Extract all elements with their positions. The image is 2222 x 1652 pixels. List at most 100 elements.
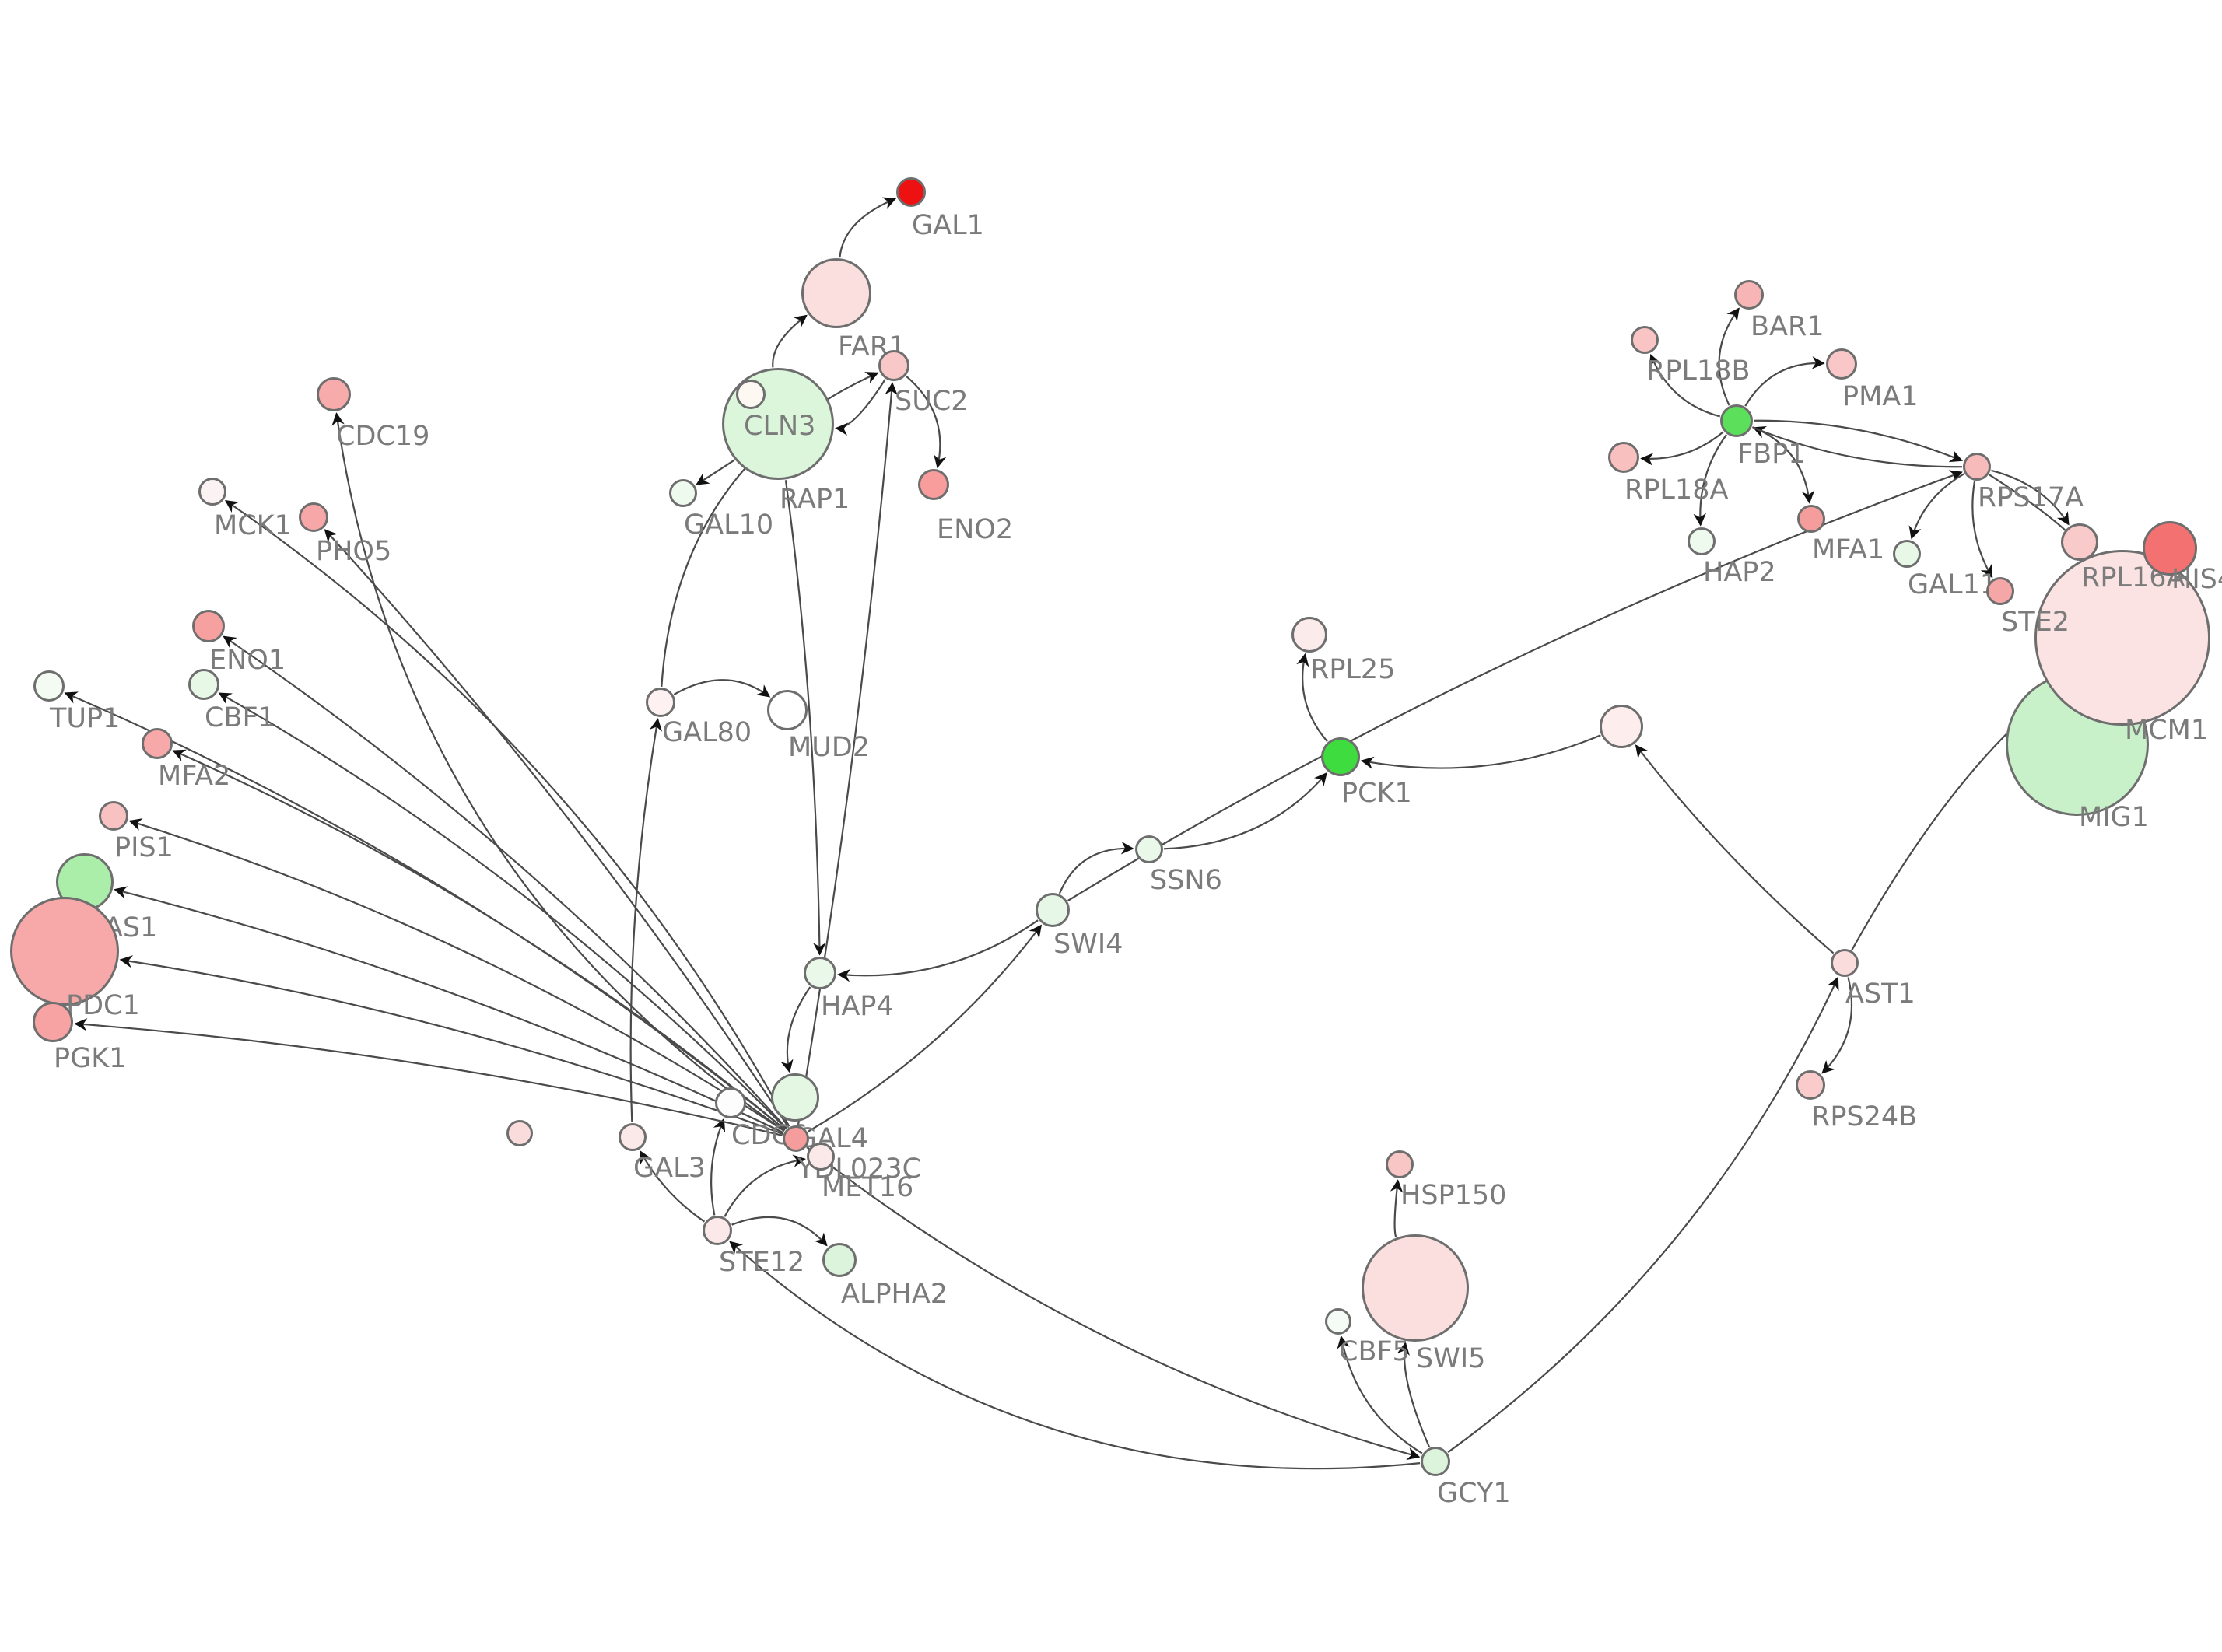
- edge-STE12-CDC6[interactable]: [710, 1118, 726, 1216]
- node-CDC19[interactable]: [317, 377, 351, 411]
- node-ENO2[interactable]: [918, 469, 949, 500]
- edge-FBP1-RPL18A[interactable]: [1640, 431, 1724, 466]
- edge-YDL023C-SWI4[interactable]: [807, 924, 1042, 1132]
- edge-RAP1-FAR1[interactable]: [772, 314, 808, 368]
- node-CBF1[interactable]: [188, 669, 219, 700]
- node-SSN6[interactable]: [1135, 835, 1163, 863]
- edge-HAP4-GAL4[interactable]: [780, 986, 811, 1073]
- node-BAR1[interactable]: [1734, 280, 1764, 310]
- edge-FBP1-MFA1[interactable]: [1751, 426, 1815, 504]
- node-SUC2[interactable]: [878, 350, 909, 381]
- edge-FBP1-RPS17A[interactable]: [1753, 419, 1964, 463]
- edge-SWI4-SSN6[interactable]: [1058, 842, 1134, 894]
- edge-YDL023C-CDC19[interactable]: [331, 412, 785, 1132]
- node-SWI5[interactable]: [1362, 1234, 1469, 1342]
- node-GAL3[interactable]: [619, 1123, 647, 1151]
- edge-FBP1-RPL18B[interactable]: [1649, 353, 1720, 418]
- node-MCM1[interactable]: [2034, 550, 2210, 726]
- node-GCY1[interactable]: [1421, 1447, 1450, 1476]
- node-AST1[interactable]: [1831, 949, 1859, 977]
- edge-RAP1-HAP4[interactable]: [784, 480, 826, 956]
- node-RPL16A[interactable]: [2061, 523, 2098, 561]
- node-NODE_B[interactable]: [1600, 705, 1643, 748]
- node-NODE_A[interactable]: [506, 1120, 533, 1146]
- node-HSP150[interactable]: [1386, 1150, 1414, 1178]
- edge-STE12-GAL3[interactable]: [640, 1150, 706, 1223]
- node-MCK1[interactable]: [198, 478, 226, 506]
- edge-GAL80-MUD2[interactable]: [673, 679, 771, 698]
- node-CDC6[interactable]: [715, 1087, 746, 1118]
- node-CLN3[interactable]: [736, 380, 766, 409]
- node-ENO1[interactable]: [192, 610, 225, 642]
- edge-SWI4-HAP4[interactable]: [837, 919, 1039, 982]
- edge-RPS17A-GAL11[interactable]: [1908, 473, 1964, 540]
- node-RPL18A[interactable]: [1608, 442, 1639, 473]
- edge-GCY1-SWI5[interactable]: [1397, 1342, 1431, 1448]
- node-GAL1[interactable]: [896, 177, 926, 207]
- edge-YDL023C-MCK1[interactable]: [224, 499, 790, 1127]
- edge-GCY1-CBF5[interactable]: [1337, 1335, 1423, 1454]
- edge-RPS17A-STE2[interactable]: [1971, 481, 1993, 579]
- node-MFA1[interactable]: [1797, 505, 1825, 533]
- node-GAL10[interactable]: [669, 479, 697, 507]
- node-HAP2[interactable]: [1688, 527, 1716, 555]
- edge-RPS17A-FBP1[interactable]: [1752, 425, 1963, 468]
- edge-RPS17A-RPL16A[interactable]: [1991, 469, 2070, 526]
- node-YDL023C[interactable]: [783, 1125, 809, 1152]
- node-GAL4[interactable]: [771, 1073, 819, 1122]
- node-MET16[interactable]: [807, 1143, 835, 1171]
- node-STE12[interactable]: [703, 1216, 732, 1245]
- edge-SUC2-RAP1[interactable]: [835, 379, 886, 436]
- node-PCK1[interactable]: [1321, 737, 1360, 776]
- edge-SUC2-ENO2[interactable]: [906, 375, 947, 469]
- edge-AST1-RPS24B[interactable]: [1821, 977, 1853, 1074]
- node-FBP1[interactable]: [1720, 404, 1753, 437]
- node-PHO5[interactable]: [299, 502, 328, 532]
- edge-YDL023C-PIS1[interactable]: [128, 818, 785, 1132]
- edge-FBP1-PMA1[interactable]: [1744, 356, 1825, 407]
- edge-YDL023C-PDC1[interactable]: [119, 955, 783, 1135]
- node-HAP4[interactable]: [804, 957, 836, 989]
- edge-PCK1-RPL25[interactable]: [1296, 653, 1328, 743]
- node-RPS17A[interactable]: [1963, 453, 1991, 481]
- node-HIS4[interactable]: [2143, 521, 2197, 576]
- edge-YDL023C-SUC2[interactable]: [797, 382, 898, 1125]
- node-MUD2[interactable]: [767, 690, 808, 730]
- edge-YDL023C-MFA2[interactable]: [172, 749, 786, 1131]
- edge-YDL023C-GCY1[interactable]: [806, 1146, 1421, 1461]
- node-MFA2[interactable]: [142, 728, 173, 759]
- edge-GAL3-GAL80[interactable]: [629, 718, 663, 1123]
- edge-RAP1-GAL10[interactable]: [696, 459, 735, 485]
- node-CBF5[interactable]: [1325, 1308, 1351, 1335]
- edge-AST1-NODE_B[interactable]: [1635, 744, 1835, 954]
- node-TUP1[interactable]: [33, 670, 65, 702]
- edge-FAR1-GAL1[interactable]: [839, 197, 897, 258]
- edge-SWI5-HSP150[interactable]: [1390, 1179, 1404, 1237]
- edge-GCY1-AST1[interactable]: [1447, 976, 1839, 1454]
- node-GAL11[interactable]: [1893, 540, 1921, 568]
- edge-YDL023C-PHO5[interactable]: [324, 529, 790, 1128]
- node-FAR1[interactable]: [801, 258, 871, 328]
- node-GAL80[interactable]: [646, 688, 675, 717]
- node-RPL18B[interactable]: [1631, 326, 1659, 354]
- edge-YDL023C-PGK1[interactable]: [74, 1018, 783, 1136]
- edge-STE12-ALPHA2[interactable]: [731, 1216, 828, 1247]
- node-PDC1[interactable]: [10, 897, 119, 1006]
- edge-GCY1-STE12[interactable]: [729, 1241, 1421, 1470]
- edge-NODE_B-PCK1[interactable]: [1360, 734, 1601, 769]
- edge-YDL023C-ENO1[interactable]: [223, 635, 787, 1129]
- edge-FBP1-BAR1[interactable]: [1718, 307, 1740, 406]
- edge-STE12-MET16[interactable]: [724, 1154, 806, 1217]
- edge-FBP1-HAP2[interactable]: [1693, 434, 1727, 527]
- node-RPS24B[interactable]: [1796, 1070, 1825, 1100]
- node-RPL25[interactable]: [1291, 617, 1327, 653]
- node-ALPHA2[interactable]: [822, 1243, 857, 1277]
- edge-SSN6-PCK1[interactable]: [1163, 772, 1327, 850]
- node-SWI4[interactable]: [1036, 893, 1070, 927]
- node-PIS1[interactable]: [99, 801, 128, 831]
- edge-YDL023C-RAS1[interactable]: [114, 886, 784, 1134]
- node-PMA1[interactable]: [1826, 348, 1857, 380]
- edge-YDL023C-CBF1[interactable]: [218, 692, 787, 1129]
- node-STE2[interactable]: [1986, 577, 2014, 605]
